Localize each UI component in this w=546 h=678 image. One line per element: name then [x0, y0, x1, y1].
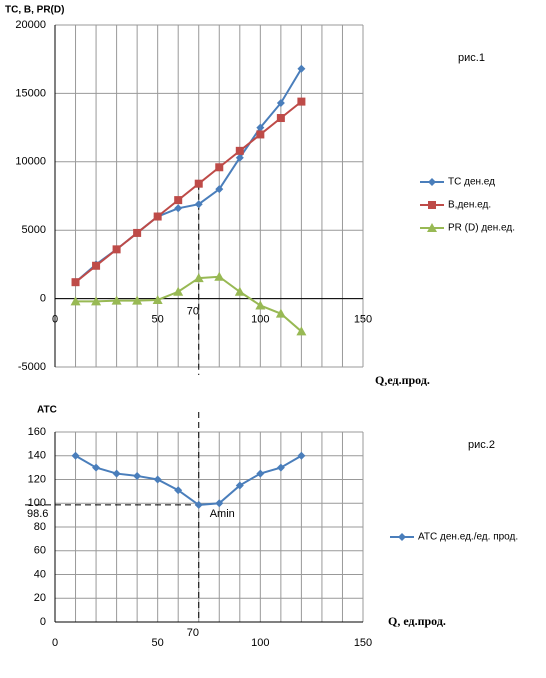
- marker: [133, 228, 142, 237]
- marker: [132, 295, 143, 305]
- series-line: [75, 454, 302, 506]
- marker: [276, 98, 285, 107]
- marker: [214, 271, 225, 281]
- marker: [215, 185, 224, 194]
- x-tick-label: 0: [52, 637, 58, 649]
- marker: [276, 463, 285, 472]
- marker: [235, 481, 244, 490]
- x-axis-title: Q,ед.прод.: [375, 373, 430, 387]
- marker: [427, 223, 437, 232]
- marker: [235, 146, 244, 155]
- y-tick-label: 80: [34, 521, 46, 533]
- x-tick-label: 50: [152, 314, 164, 326]
- y-tick-label: 160: [28, 426, 46, 438]
- y-tick-label: 60: [34, 545, 46, 557]
- marker: [297, 64, 306, 73]
- x-tick-label: 150: [354, 314, 372, 326]
- marker: [174, 196, 183, 205]
- y-tick-label: 0: [40, 293, 46, 305]
- marker: [235, 153, 244, 162]
- y-tick-label: 20000: [15, 19, 46, 31]
- y-axis-title: ATC: [37, 405, 57, 416]
- y-tick-label: 0: [40, 616, 46, 628]
- marker: [296, 326, 307, 336]
- marker: [275, 308, 286, 318]
- y-tick-label: 140: [28, 450, 46, 462]
- marker: [193, 273, 204, 283]
- marker: [256, 469, 265, 478]
- marker: [112, 469, 121, 478]
- marker: [398, 533, 406, 541]
- marker: [428, 201, 436, 209]
- marker: [194, 200, 203, 209]
- marker: [215, 163, 224, 172]
- y-tick-label: 40: [34, 568, 46, 580]
- marker: [255, 300, 266, 310]
- x-tick-label: 100: [251, 314, 269, 326]
- y-tick-label: 20: [34, 592, 46, 604]
- y-tick-label: 100: [28, 497, 46, 509]
- series-line: [74, 100, 303, 283]
- marker: [297, 97, 306, 106]
- legend-label: PR (D) ден.ед.: [448, 223, 515, 234]
- marker: [194, 179, 203, 188]
- marker: [112, 245, 121, 254]
- y-tick-label: 10000: [15, 156, 46, 168]
- legend-label: ATC ден.ед./ед. прод.: [418, 532, 518, 543]
- min-label: Amin: [210, 508, 235, 520]
- marker: [70, 296, 81, 306]
- marker: [428, 178, 436, 186]
- marker: [215, 499, 224, 508]
- x-tick-label: 100: [251, 637, 269, 649]
- marker: [153, 212, 162, 221]
- y-axis-title: TC, B, PR(D): [5, 5, 64, 16]
- marker: [92, 261, 101, 270]
- marker: [276, 114, 285, 123]
- y-tick-label: 15000: [15, 87, 46, 99]
- marker: [153, 475, 162, 484]
- marker: [194, 500, 203, 509]
- marker: [71, 278, 80, 287]
- marker: [256, 123, 265, 132]
- marker: [91, 296, 102, 306]
- figure-note: рис.1: [458, 52, 485, 64]
- marker: [92, 463, 101, 472]
- series-line: [74, 68, 303, 283]
- marker: [71, 451, 80, 460]
- guide-label: 70: [187, 627, 199, 639]
- marker: [152, 294, 163, 304]
- marker: [133, 471, 142, 480]
- y-tick-label: -5000: [18, 361, 46, 373]
- guide-label: 98.6: [27, 508, 48, 520]
- legend-label: B,ден.ед.: [448, 200, 491, 211]
- marker: [256, 130, 265, 139]
- x-tick-label: 50: [152, 637, 164, 649]
- x-tick-label: 150: [354, 637, 372, 649]
- marker: [174, 204, 183, 213]
- marker: [297, 451, 306, 460]
- figure-note: рис.2: [468, 439, 495, 451]
- guide-label: 70: [187, 306, 199, 318]
- marker: [174, 486, 183, 495]
- x-axis-title: Q, ед.прод.: [388, 614, 446, 628]
- marker: [111, 295, 122, 305]
- marker: [173, 286, 184, 296]
- y-tick-label: 120: [28, 473, 46, 485]
- y-tick-label: 5000: [22, 224, 46, 236]
- legend-label: TC ден.ед: [448, 177, 495, 188]
- marker: [234, 286, 245, 296]
